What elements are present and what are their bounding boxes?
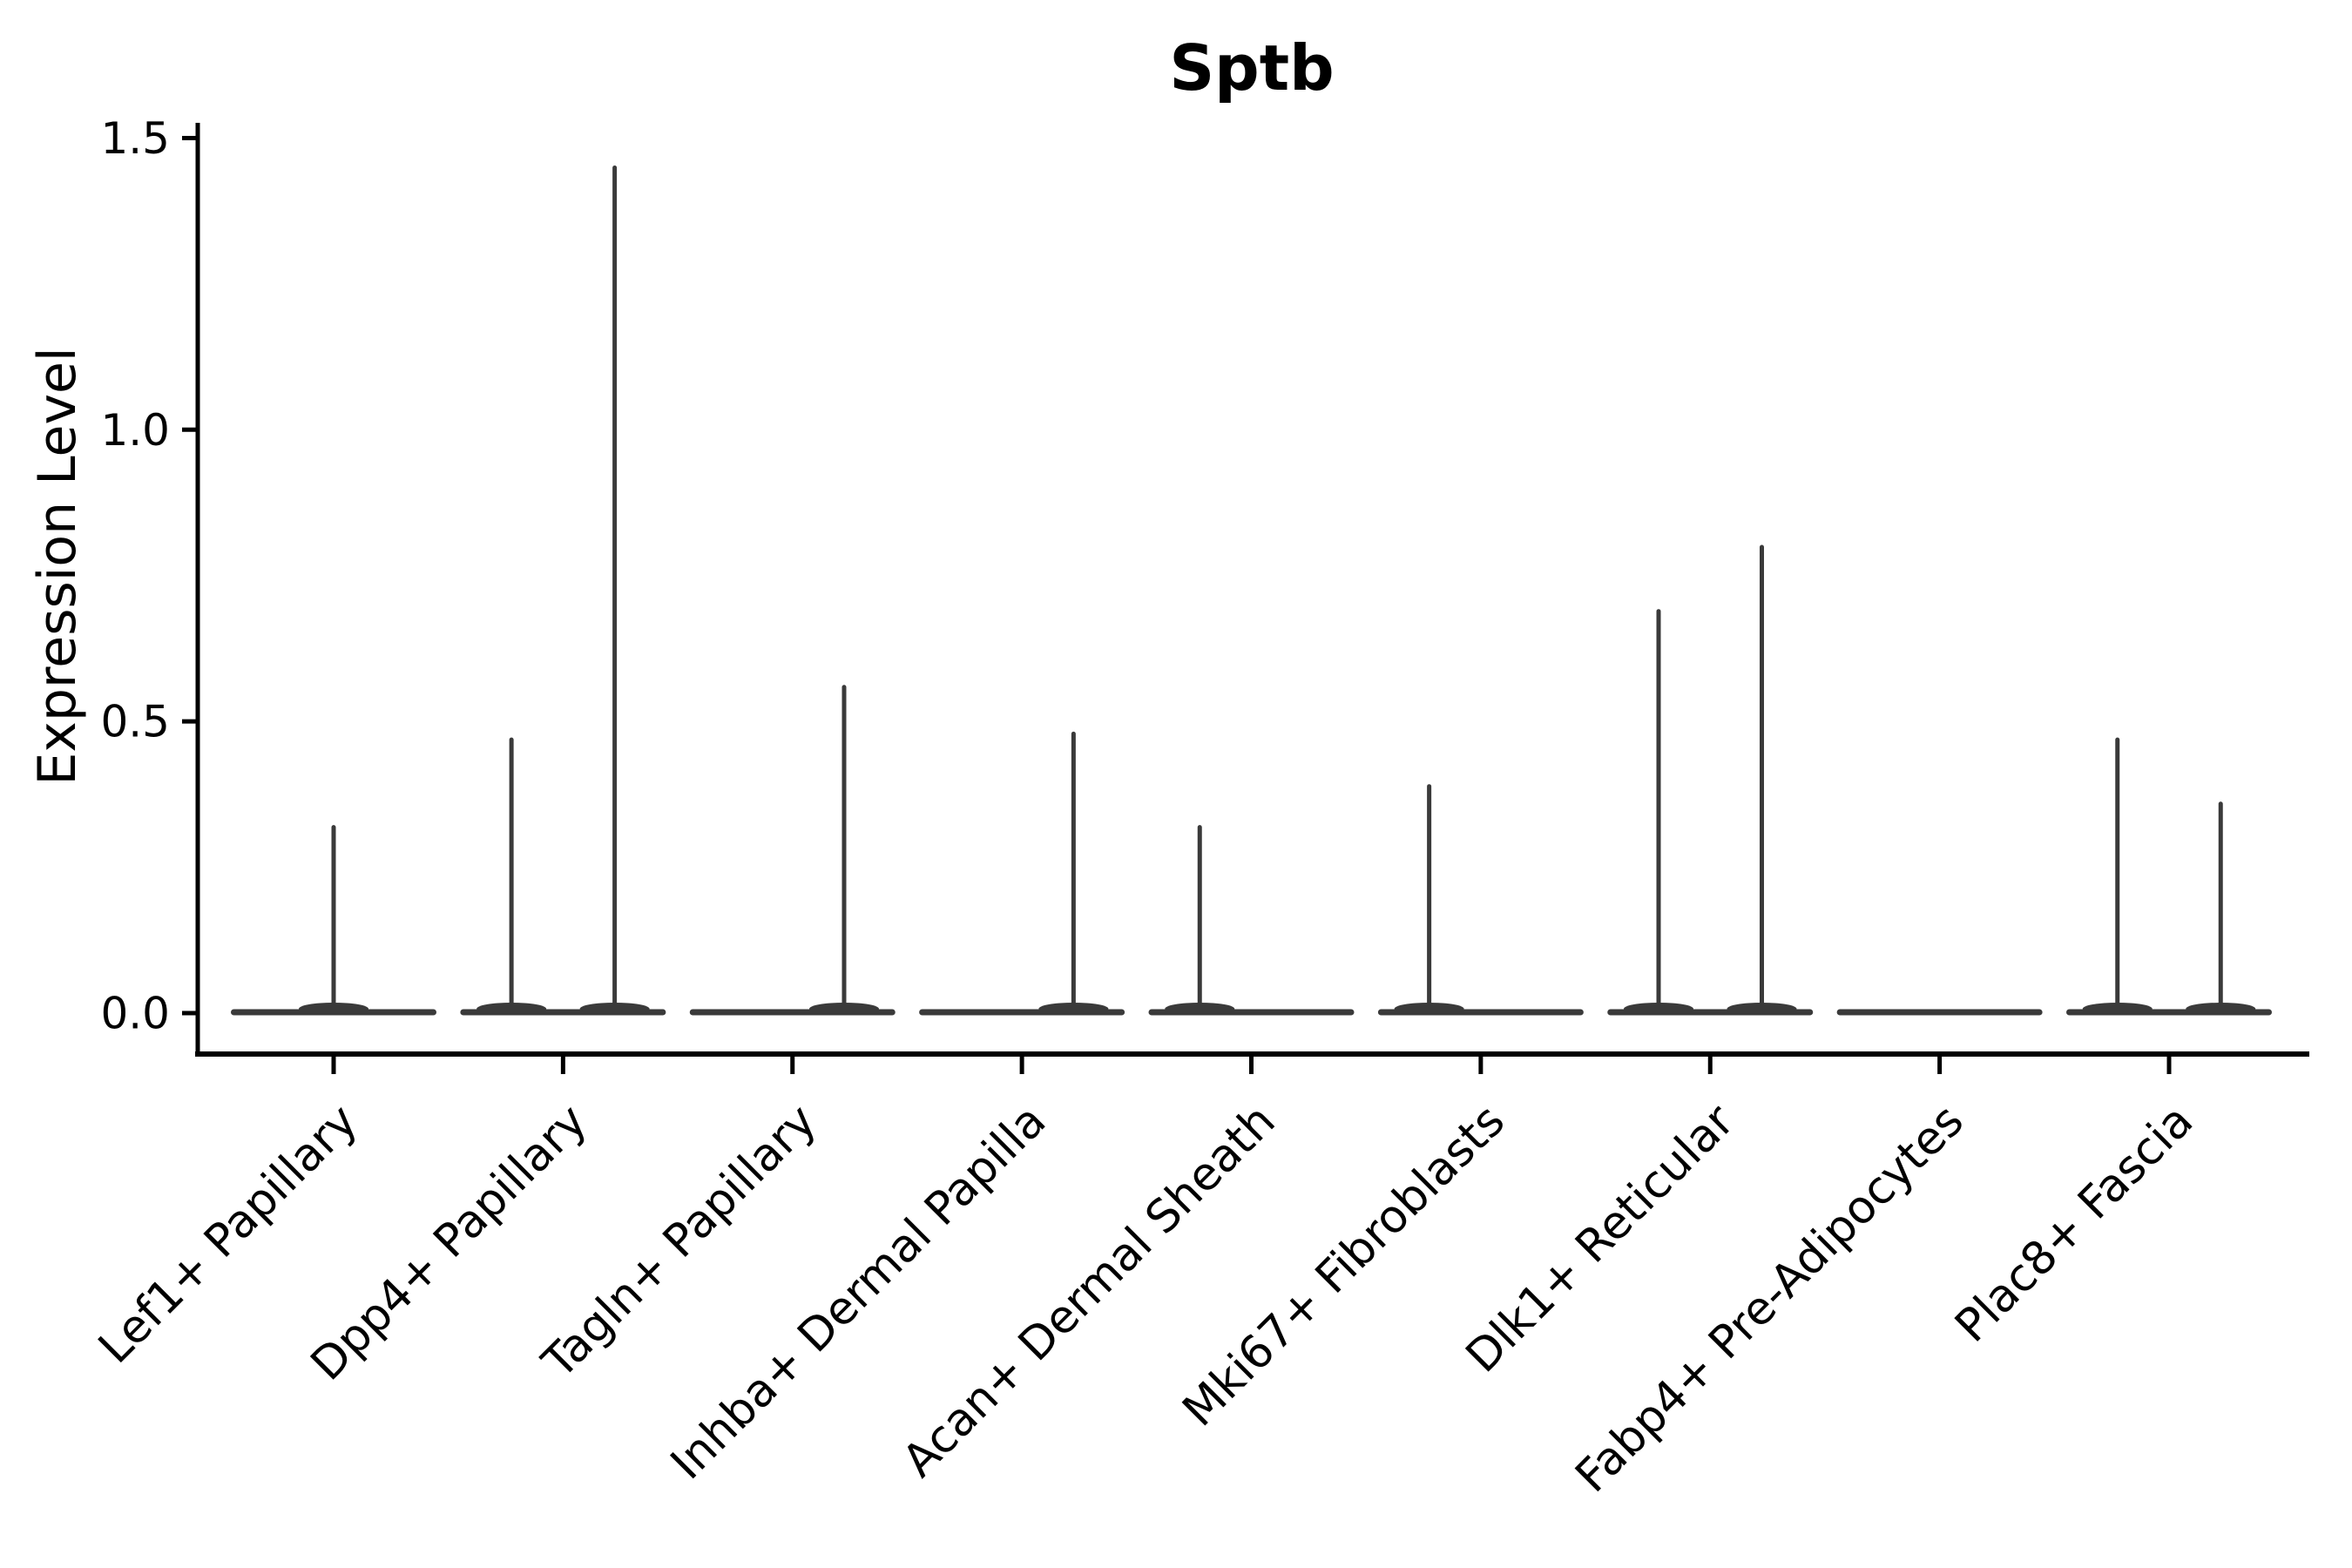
y-tick-label: 1.5: [100, 113, 170, 164]
y-tick-label: 0.0: [100, 989, 170, 1039]
x-tick-label: Fabp4+ Pre-Adipocytes: [1566, 1095, 1974, 1503]
x-tick-label: Acan+ Dermal Sheath: [893, 1095, 1286, 1488]
y-tick-label: 0.5: [100, 697, 170, 747]
plot-title: Sptb: [1169, 31, 1335, 105]
x-tick-label: Plac8+ Fascia: [1945, 1095, 2203, 1353]
y-tick-label: 1.0: [100, 405, 170, 456]
x-tick-label: Inhba+ Dermal Papilla: [661, 1095, 1056, 1490]
